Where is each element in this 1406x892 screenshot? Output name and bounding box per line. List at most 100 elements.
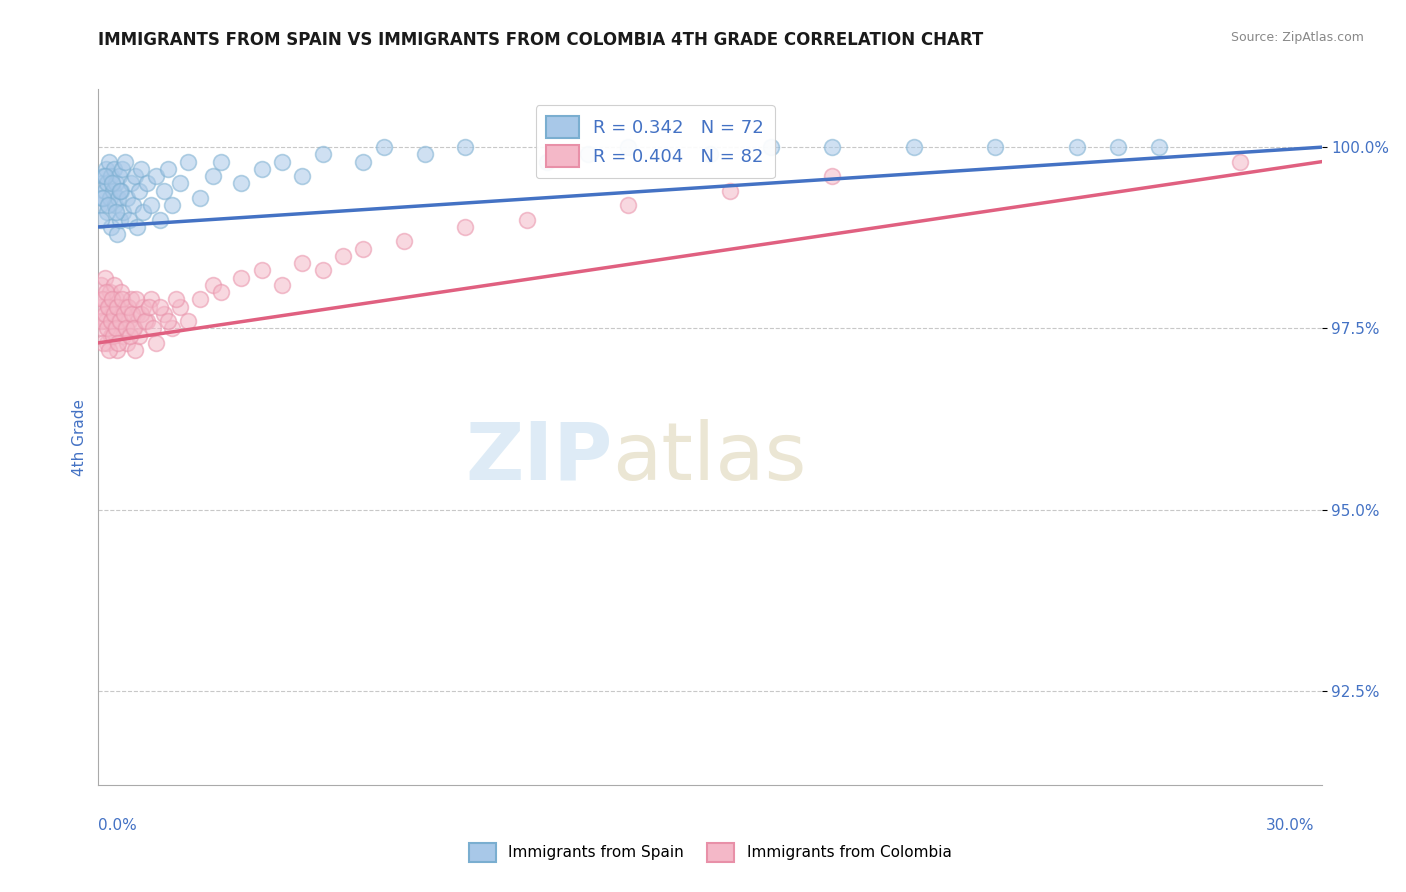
Point	[152, 307, 174, 321]
Point	[91, 169, 114, 184]
Text: 0.0%: 0.0%	[98, 818, 138, 832]
Point	[124, 169, 146, 184]
Point	[114, 154, 136, 169]
Point	[101, 328, 124, 343]
Point	[96, 177, 118, 191]
Text: ZIP: ZIP	[465, 419, 612, 497]
Point	[125, 293, 148, 307]
Point	[101, 293, 124, 307]
Point	[104, 293, 127, 307]
Point	[93, 307, 115, 321]
Point	[94, 270, 117, 285]
Point	[903, 140, 925, 154]
Point	[127, 219, 149, 234]
Point	[177, 154, 200, 169]
Point	[93, 184, 115, 198]
Legend: Immigrants from Spain, Immigrants from Colombia: Immigrants from Spain, Immigrants from C…	[463, 837, 957, 868]
Point	[97, 154, 120, 169]
Point	[141, 293, 163, 307]
Point	[169, 300, 191, 314]
Point	[124, 343, 146, 357]
Point	[96, 205, 118, 219]
Point	[108, 184, 131, 198]
Point	[117, 300, 139, 314]
Point	[122, 321, 145, 335]
Point	[91, 335, 114, 350]
Point	[124, 321, 146, 335]
Point	[101, 307, 124, 321]
Point	[373, 140, 395, 154]
Point	[105, 300, 128, 314]
Text: atlas: atlas	[612, 419, 807, 497]
Point	[103, 277, 125, 292]
Point	[114, 300, 136, 314]
Point	[160, 321, 183, 335]
Point	[118, 314, 141, 328]
Point	[136, 177, 159, 191]
Point	[94, 169, 117, 184]
Point	[100, 328, 122, 343]
Y-axis label: 4th Grade: 4th Grade	[72, 399, 87, 475]
Point	[152, 184, 174, 198]
Point	[90, 212, 112, 227]
Point	[291, 256, 314, 270]
Point	[97, 300, 120, 314]
Point	[101, 177, 124, 191]
Point	[108, 314, 131, 328]
Point	[90, 277, 112, 292]
Point	[100, 219, 122, 234]
Point	[91, 321, 114, 335]
Point	[115, 321, 138, 335]
Point	[142, 321, 165, 335]
Point	[115, 191, 138, 205]
Point	[1229, 154, 1251, 169]
Point	[1066, 140, 1088, 154]
Point	[312, 147, 335, 161]
Point	[617, 198, 640, 212]
Point	[107, 335, 129, 350]
Point	[270, 277, 294, 292]
Point	[699, 147, 721, 161]
Text: IMMIGRANTS FROM SPAIN VS IMMIGRANTS FROM COLOMBIA 4TH GRADE CORRELATION CHART: IMMIGRANTS FROM SPAIN VS IMMIGRANTS FROM…	[98, 31, 984, 49]
Text: 30.0%: 30.0%	[1267, 818, 1315, 832]
Point	[821, 140, 844, 154]
Point	[250, 161, 273, 176]
Point	[132, 300, 155, 314]
Point	[111, 293, 134, 307]
Point	[165, 293, 187, 307]
Point	[160, 198, 183, 212]
Point	[156, 161, 179, 176]
Point	[104, 321, 127, 335]
Point	[209, 285, 232, 300]
Point	[129, 161, 152, 176]
Point	[104, 177, 127, 191]
Point	[105, 227, 128, 241]
Point	[110, 285, 132, 300]
Point	[100, 169, 122, 184]
Point	[91, 191, 114, 205]
Point	[201, 169, 224, 184]
Point	[312, 263, 335, 277]
Point	[100, 314, 122, 328]
Point	[104, 198, 127, 212]
Point	[89, 300, 111, 314]
Text: Source: ZipAtlas.com: Source: ZipAtlas.com	[1230, 31, 1364, 45]
Point	[413, 147, 436, 161]
Point	[231, 177, 253, 191]
Point	[108, 314, 131, 328]
Point	[111, 205, 134, 219]
Point	[89, 198, 111, 212]
Point	[454, 219, 477, 234]
Point	[576, 147, 599, 161]
Point	[91, 191, 114, 205]
Point	[108, 169, 131, 184]
Point	[536, 154, 558, 169]
Point	[128, 328, 150, 343]
Point	[120, 293, 142, 307]
Point	[759, 140, 782, 154]
Point	[94, 285, 117, 300]
Point	[111, 161, 134, 176]
Point	[120, 177, 142, 191]
Point	[984, 140, 1007, 154]
Point	[145, 335, 167, 350]
